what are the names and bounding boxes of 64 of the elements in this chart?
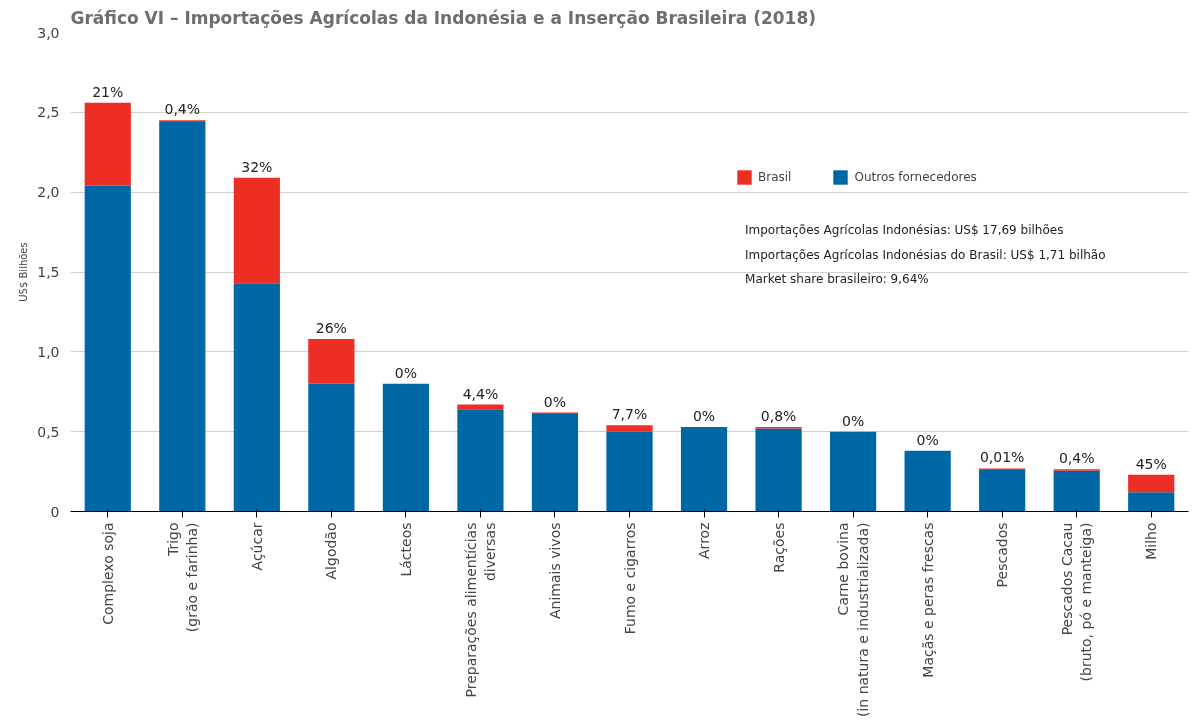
x-tick-label: Milho [1143,522,1160,560]
y-tick-label: 2,0 [37,184,60,201]
bar [84,102,131,186]
bar [904,450,951,512]
bar [457,409,504,512]
annotation: 0% [841,412,865,429]
x-tick-label: Fumo e cigarros [621,522,638,635]
bar [606,431,653,512]
y-tick-label: 0,5 [37,423,60,440]
annotation: 0,8% [760,407,797,424]
x-tick-label: Rações [770,522,787,573]
x-tick-label: Arroz [696,522,713,559]
bar [233,283,280,512]
x-tick-label: Carne bovina (in natura e industrializada) [835,522,871,717]
y-tick-label: 1,5 [37,264,60,280]
annotation: 45% [1135,455,1167,472]
annotation: 21% [92,83,124,100]
bar [606,425,653,432]
bar [979,469,1026,512]
y-tick-label: 3,0 [37,24,60,41]
annotation: 26% [315,320,347,337]
legend-label: Outros fornecedores [854,170,977,184]
y-tick-label: 1,0 [37,343,60,360]
x-tick-label: Maçãs e peras frescas [919,522,936,678]
bar [1053,470,1100,512]
x-tick-label: Açúcar [248,522,265,571]
x-tick-label: Pescados Cacau (bruto, pó e manteiga) [1059,522,1095,682]
bar [308,383,355,512]
y-tick-label: 2,5 [37,104,60,121]
bar [84,185,131,512]
bar [755,428,802,512]
bar [233,177,280,284]
y-tick-label: 0 [50,503,60,520]
bar [531,414,579,512]
bar [829,431,877,512]
x-tick-label: Pescados [994,522,1011,588]
annotation: 0% [543,393,567,410]
bar [382,383,430,512]
bar [308,339,355,384]
annotation: 7,7% [611,406,648,423]
x-tick-label: Lácteos [397,522,414,577]
annotation: Importações Agrícolas Indonésias: US$ 17,69 bilhões [745,222,1064,237]
x-tick-label: Preparações alimentícias diversas [462,522,499,698]
annotation: 32% [241,158,273,175]
legend-label: Brasil [758,170,792,184]
x-tick-label: Algodão [323,522,340,580]
bar [680,426,728,512]
annotation: Importações Agrícolas Indonésias do Brasil: US$ 1,71 bilhão [745,247,1106,262]
chart-title: Gráfico VI – Importações Agrícolas da Indonésia e a Inserção Brasileira (2018) [70,7,817,28]
y-axis-title: US$ Bilhões [18,242,30,302]
annotation: 0,4% [164,101,201,118]
annotation: Market share brasileiro: 9,64% [745,272,929,287]
bar [159,121,206,512]
annotation: 0% [916,431,939,448]
x-tick-label: Trigo (grão e farinha) [164,522,200,633]
annotation: 0,01% [979,449,1025,466]
annotation: 0,4% [1058,450,1095,467]
bar [1128,474,1175,493]
bar [1128,492,1175,512]
annotation: 0% [692,407,716,424]
annotation: 4,4% [462,385,499,402]
x-tick-label: Animais vivos [546,522,563,620]
annotation: 0% [394,364,418,381]
x-tick-label: Complexo soja [99,522,116,625]
